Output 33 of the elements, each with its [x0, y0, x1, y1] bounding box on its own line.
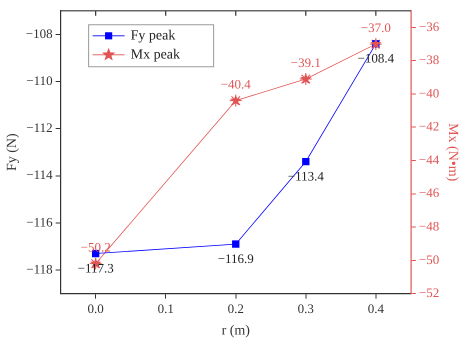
y2-axis-title: Mx (N•m)	[444, 123, 460, 182]
x-tick-label: 0.1	[158, 300, 174, 316]
y-axis-title: Fy (N)	[5, 133, 20, 172]
legend-label: Fy peak	[130, 28, 176, 44]
data-label: −50.2	[80, 240, 111, 255]
y2-tick-label: −44	[418, 152, 440, 167]
y-tick-label: −112	[26, 120, 53, 136]
y-tick-label: −114	[26, 167, 54, 182]
data-label: −37.0	[360, 20, 391, 35]
x-tick-label: 0.2	[228, 300, 244, 316]
data-label: −40.4	[220, 76, 252, 92]
data-label: −117.3	[78, 260, 114, 276]
point	[302, 158, 310, 166]
y2-tick-label: −50	[418, 252, 440, 267]
y2-tick-label: −42	[418, 118, 440, 134]
y-tick-label: −116	[26, 214, 54, 230]
y2-tick-label: −52	[418, 285, 440, 300]
x-axis-title: r (m)	[222, 323, 250, 338]
y2-tick-label: −46	[418, 185, 440, 200]
y2-tick-label: −38	[418, 52, 440, 68]
x-tick-label: 0.0	[88, 300, 104, 316]
y2-tick-label: −36	[418, 18, 440, 34]
data-label: −39.1	[290, 54, 321, 70]
legend-label: Mx peak	[130, 47, 180, 62]
data-label: −116.9	[218, 251, 254, 266]
y2-tick-label: −40	[418, 85, 440, 100]
x-tick-label: 0.4	[368, 300, 384, 316]
y-tick-label: −108	[26, 26, 53, 41]
point	[232, 240, 240, 248]
y-tick-label: −118	[26, 261, 53, 276]
x-tick-label: 0.3	[298, 300, 314, 316]
y2-tick-label: −48	[418, 218, 440, 234]
y-tick-label: −110	[26, 72, 53, 88]
